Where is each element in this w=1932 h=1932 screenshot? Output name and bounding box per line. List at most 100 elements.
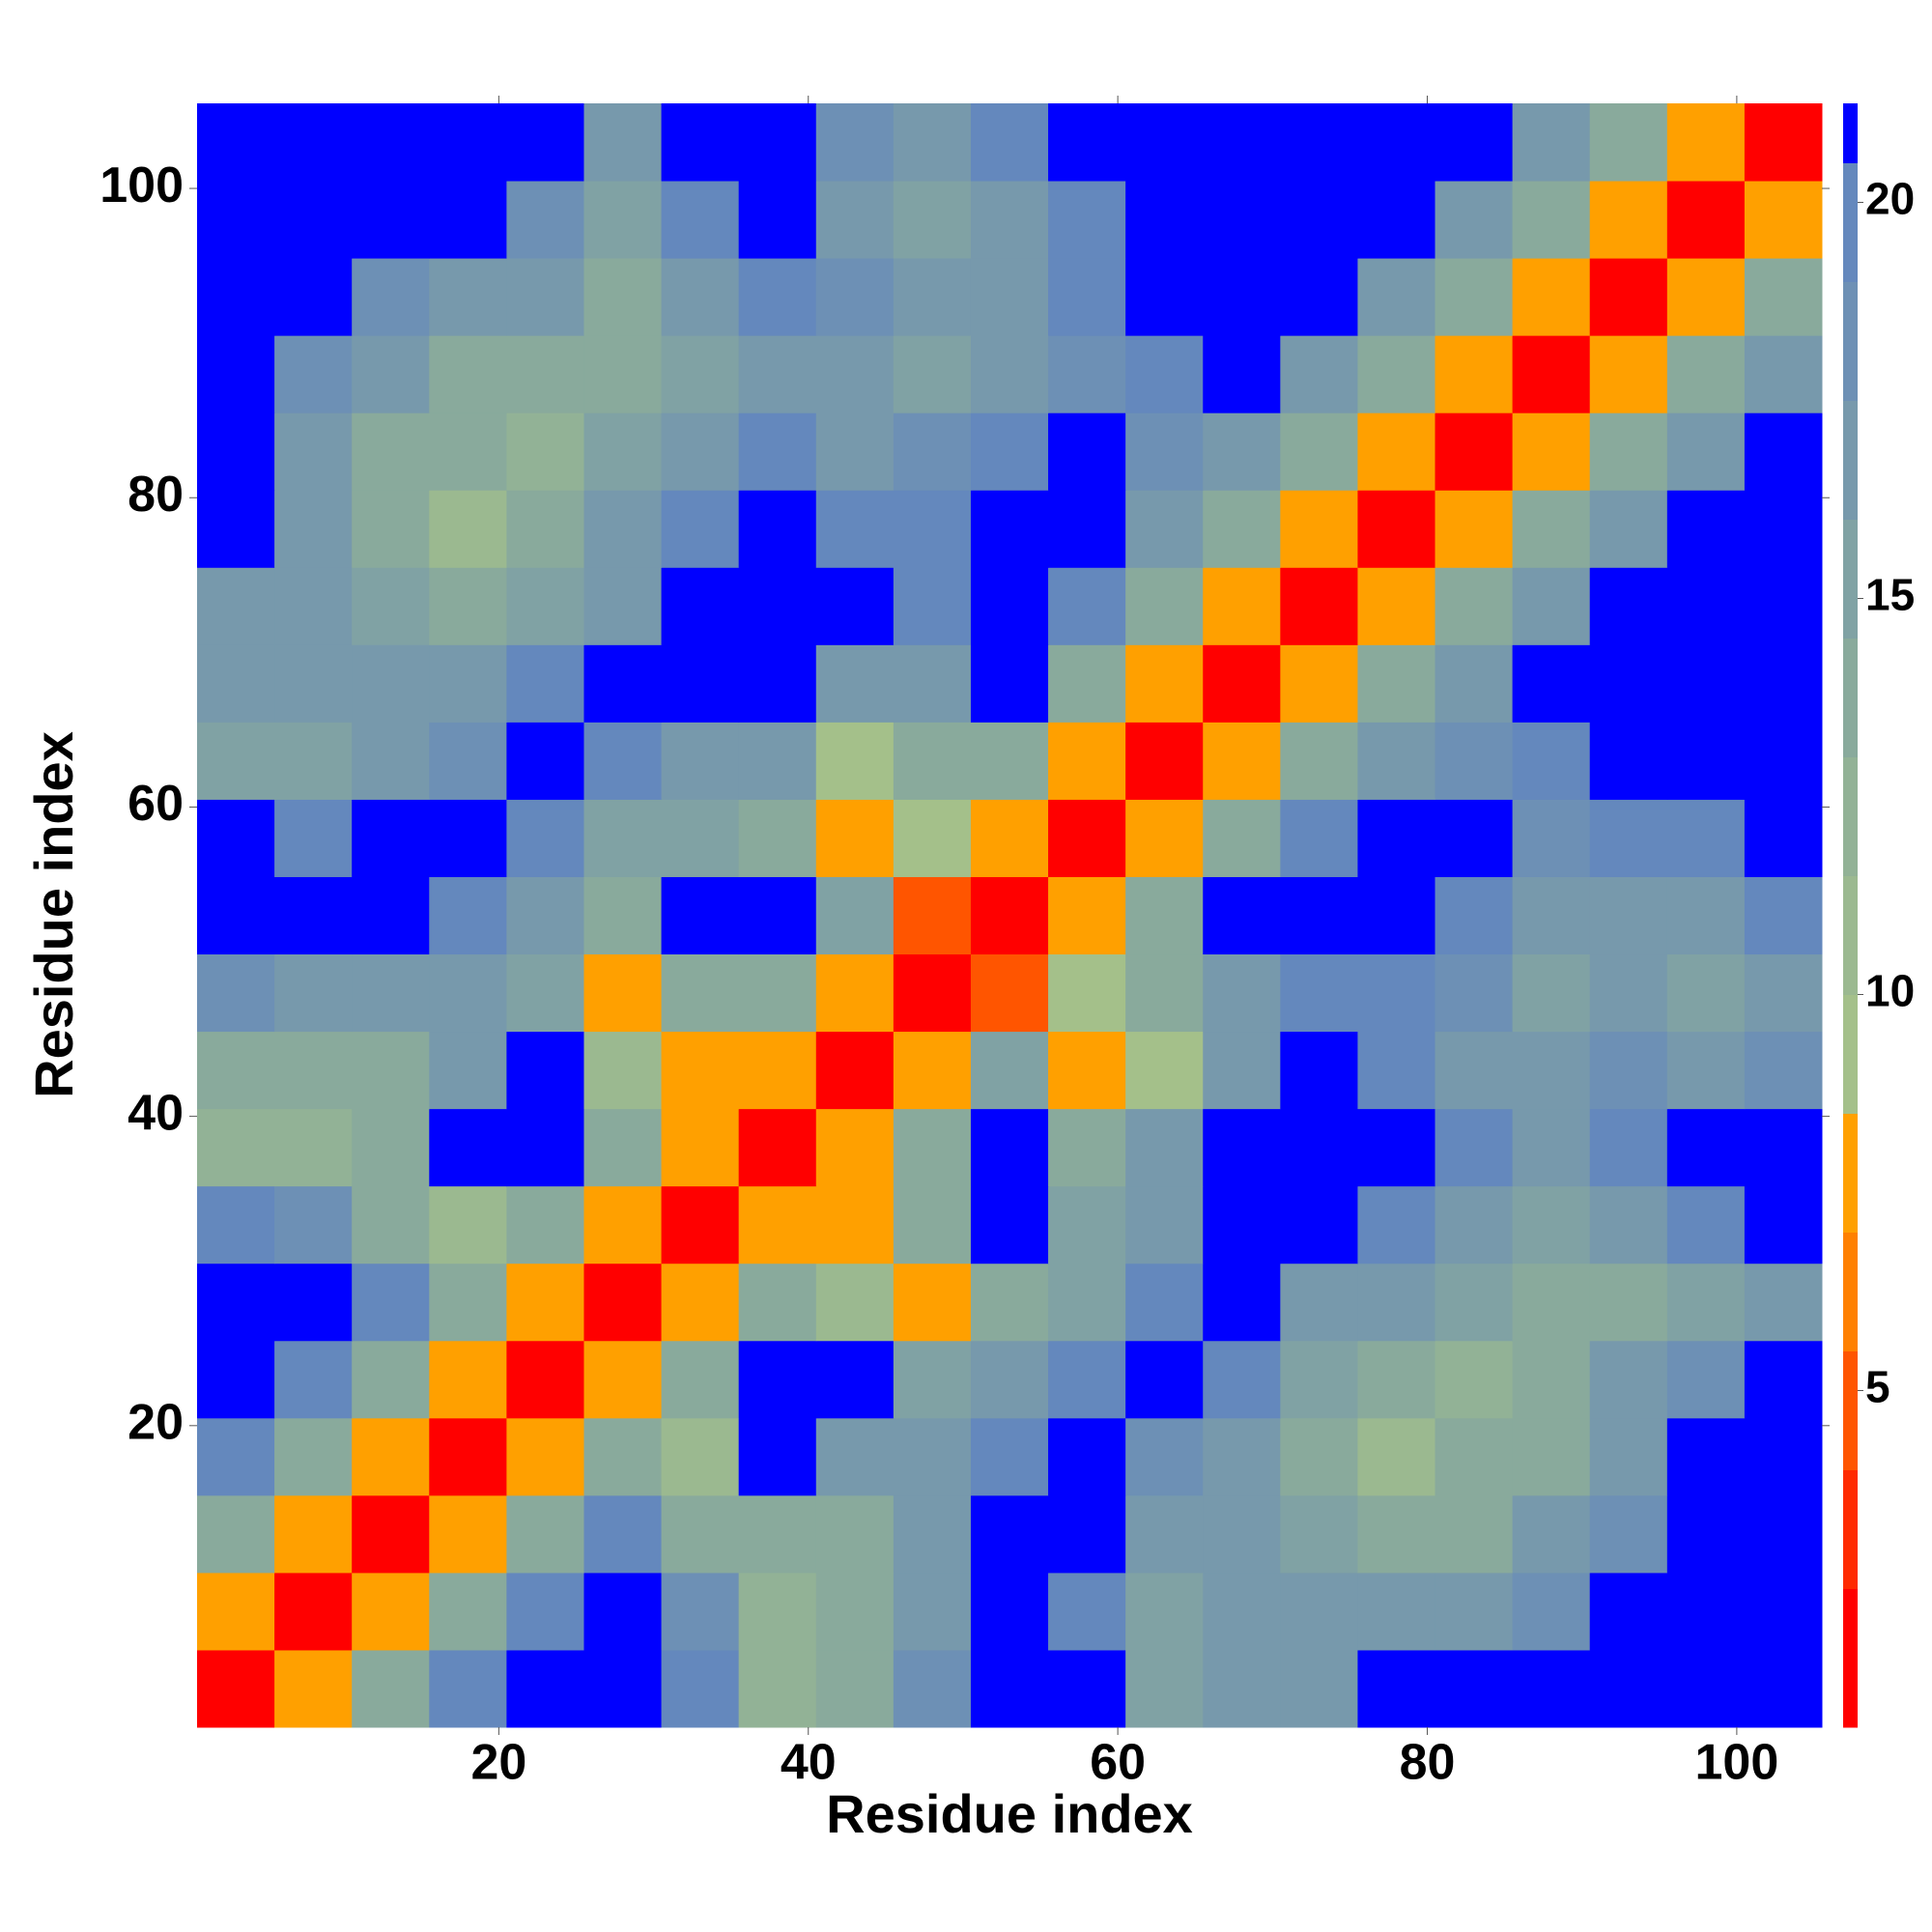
heatmap-cell	[197, 412, 275, 491]
heatmap-cell	[661, 876, 740, 955]
heatmap-cell	[1203, 103, 1281, 182]
heatmap-cell	[738, 335, 817, 413]
heatmap-cell	[352, 103, 430, 182]
heatmap-cell	[1744, 1031, 1823, 1110]
heatmap-cell	[1203, 799, 1281, 877]
heatmap-cell	[197, 953, 275, 1033]
heatmap-cell	[352, 490, 430, 568]
heatmap-cell	[1203, 567, 1281, 645]
y-axis-label: Residue index	[23, 731, 84, 1098]
heatmap-cell	[1280, 644, 1358, 723]
heatmap-cell	[1125, 1031, 1204, 1110]
heatmap-cell	[1280, 1572, 1358, 1651]
heatmap-cell	[815, 258, 895, 336]
heatmap-cell	[1666, 1494, 1746, 1574]
heatmap-cell	[1203, 1031, 1281, 1110]
heatmap-cell	[1280, 1494, 1358, 1574]
colorbar-tick-label: 10	[1865, 966, 1915, 1016]
heatmap-cell	[893, 1185, 972, 1264]
heatmap-cell	[352, 335, 430, 413]
heatmap-cell	[815, 103, 895, 182]
heatmap-cell	[274, 644, 353, 723]
heatmap-cell	[1125, 1185, 1204, 1264]
heatmap-cell	[583, 103, 663, 182]
heatmap-cell	[1744, 1108, 1823, 1187]
heatmap-cell	[1357, 1263, 1436, 1342]
heatmap-cell	[738, 876, 817, 955]
heatmap-cell	[197, 1263, 275, 1342]
heatmap-cell	[1357, 1185, 1436, 1264]
heatmap-cell	[893, 799, 972, 877]
heatmap-cell	[1589, 1340, 1668, 1419]
heatmap-cell	[1048, 722, 1126, 800]
heatmap-cell	[1589, 1185, 1668, 1264]
heatmap-cell	[274, 1263, 353, 1342]
heatmap-cell	[352, 181, 430, 259]
heatmap-cell	[429, 181, 507, 259]
heatmap-cell	[738, 1417, 817, 1496]
heatmap-cell	[429, 1494, 507, 1574]
heatmap-cell	[1512, 1494, 1591, 1574]
heatmap-cell	[970, 1340, 1049, 1419]
heatmap-cell	[197, 258, 275, 336]
heatmap-cell	[1744, 722, 1823, 800]
heatmap-cell	[1357, 412, 1436, 491]
heatmap-cell	[1589, 1031, 1668, 1110]
heatmap-cell	[738, 103, 817, 182]
heatmap-cell	[1125, 876, 1204, 955]
heatmap-cell	[1280, 335, 1358, 413]
heatmap-cell	[1744, 1340, 1823, 1419]
heatmap-cell	[893, 1108, 972, 1187]
heatmap-cell	[1512, 412, 1591, 491]
heatmap-cell	[429, 1649, 507, 1728]
heatmap-cell	[1203, 258, 1281, 336]
heatmap-cell	[1357, 1417, 1436, 1496]
heatmap-cell	[429, 1108, 507, 1187]
heatmap-cell	[1435, 1185, 1514, 1264]
heatmap-cell	[583, 953, 663, 1033]
heatmap-cell	[1589, 1108, 1668, 1187]
heatmap-cell	[352, 1417, 430, 1496]
heatmap-cell	[1666, 1263, 1746, 1342]
heatmap-cell	[1666, 1185, 1746, 1264]
heatmap-cell	[970, 103, 1049, 182]
heatmap-cell	[1744, 490, 1823, 568]
heatmap-cell	[1280, 490, 1358, 568]
heatmap-cell	[1666, 1572, 1746, 1651]
heatmap-cell	[1048, 1185, 1126, 1264]
heatmap-cell	[1589, 1494, 1668, 1574]
heatmap-cell	[197, 644, 275, 723]
heatmap-cell	[1589, 103, 1668, 182]
heatmap-cell	[738, 1649, 817, 1728]
heatmap-cell	[1589, 876, 1668, 955]
heatmap-cell	[352, 1572, 430, 1651]
y-tick-label: 20	[128, 1395, 184, 1451]
heatmap-cell	[893, 103, 972, 182]
heatmap-cell	[970, 644, 1049, 723]
heatmap-cell	[1280, 1417, 1358, 1496]
heatmap-cell	[1048, 1494, 1126, 1574]
heatmap-cell	[970, 1263, 1049, 1342]
heatmap-cell	[1125, 1108, 1204, 1187]
heatmap-cell	[1203, 953, 1281, 1033]
heatmap-cell	[429, 1185, 507, 1264]
heatmap-cell	[506, 1263, 584, 1342]
heatmap-cell	[274, 799, 353, 877]
heatmap-cell	[970, 953, 1049, 1033]
heatmap-cell	[506, 722, 584, 800]
heatmap-cell	[1048, 1572, 1126, 1651]
heatmap-cell	[1435, 490, 1514, 568]
heatmap-cell	[893, 1031, 972, 1110]
heatmap-cell	[352, 876, 430, 955]
heatmap-cell	[1666, 876, 1746, 955]
heatmap-cell	[1666, 1108, 1746, 1187]
heatmap-cell	[815, 335, 895, 413]
heatmap-cell	[506, 876, 584, 955]
heatmap-cell	[1280, 258, 1358, 336]
heatmap-cell	[506, 1494, 584, 1574]
heatmap-cell	[352, 799, 430, 877]
heatmap-cell	[661, 953, 740, 1033]
heatmap-cell	[1125, 412, 1204, 491]
heatmap-cell	[1435, 722, 1514, 800]
colorbar-segment	[1843, 638, 1858, 757]
